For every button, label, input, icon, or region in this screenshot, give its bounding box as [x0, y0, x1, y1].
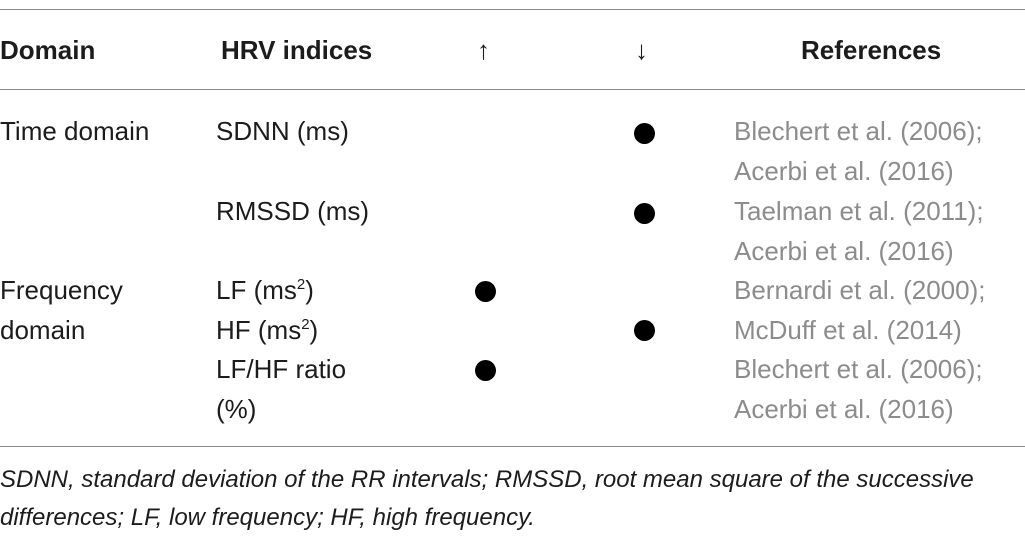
- header-domain: Domain: [0, 35, 96, 65]
- decrease-marker-rmssd: [634, 203, 655, 224]
- reference-rmssd-1: Taelman et al. (2011);: [734, 196, 984, 226]
- index-sdnn: SDNN (ms): [216, 116, 349, 146]
- index-rmssd: RMSSD (ms): [216, 196, 370, 226]
- index-lf-hf-ratio-line-2: (%): [216, 394, 257, 424]
- table-footnote: SDNN, standard deviation of the RR inter…: [0, 466, 974, 531]
- reference-lf-hf-2: Acerbi et al. (2016): [734, 394, 954, 424]
- reference-sdnn-2: Acerbi et al. (2016): [734, 156, 954, 186]
- domain-frequency-line-2: domain: [0, 315, 86, 345]
- decrease-marker-hf: [634, 320, 655, 341]
- header-decrease-arrow: ↓: [635, 35, 648, 65]
- domain-frequency-line-1: Frequency: [0, 275, 123, 305]
- increase-marker-lf-hf: [475, 360, 496, 381]
- header-increase-arrow: ↑: [477, 35, 490, 65]
- reference-sdnn-1: Blechert et al. (2006);: [734, 116, 983, 146]
- reference-rmssd-2: Acerbi et al. (2016): [734, 236, 954, 266]
- index-lf-hf-ratio-line-1: LF/HF ratio: [216, 354, 347, 384]
- index-lf: LF (ms2): [216, 275, 314, 305]
- header-hrv-indices: HRV indices: [221, 35, 373, 65]
- increase-marker-lf: [475, 281, 496, 302]
- index-hf: HF (ms2): [216, 315, 319, 345]
- header-references: References: [801, 35, 942, 65]
- table-header-rule: [0, 89, 1025, 90]
- table-top-rule: [0, 9, 1025, 10]
- reference-hf: McDuff et al. (2014): [734, 315, 962, 345]
- decrease-marker-sdnn: [634, 123, 655, 144]
- domain-time: Time domain: [0, 116, 150, 146]
- table-bottom-rule: [0, 446, 1025, 447]
- reference-lf: Bernardi et al. (2000);: [734, 275, 986, 305]
- reference-lf-hf-1: Blechert et al. (2006);: [734, 354, 983, 384]
